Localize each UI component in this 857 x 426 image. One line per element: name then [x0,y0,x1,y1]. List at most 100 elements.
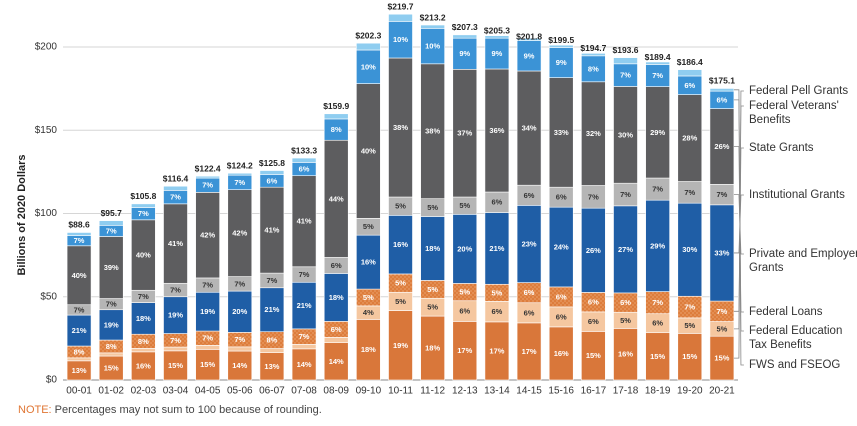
bar-segment [131,219,156,291]
share-label: 7% [138,209,149,218]
share-label: 7% [620,71,631,80]
share-label: 14% [232,361,247,370]
note-prefix: NOTE: [18,404,52,416]
bar-segment [195,175,220,179]
x-tick-label: 03-04 [163,386,189,397]
share-label: 15% [104,363,119,372]
share-label: 16% [393,240,408,249]
share-label: 27% [618,245,633,254]
bar-segment [452,214,478,284]
share-label: 6% [492,198,503,207]
bar-segment [645,332,670,381]
share-label: 40% [361,146,376,155]
legend-label: Federal Pell Grants [749,85,849,97]
share-label: 17% [522,347,537,356]
share-label: 6% [331,261,342,270]
bar-segment [323,113,349,120]
bar-segment [131,351,156,381]
share-label: 5% [363,293,374,302]
bar-segment [645,61,670,65]
bar-segment [227,172,253,176]
bar-segment [484,37,510,70]
share-label: 38% [393,123,408,132]
total-label: $205.3 [484,25,510,35]
bar-segment [388,310,413,381]
share-label: 5% [427,203,438,212]
share-label: 8% [138,337,149,346]
total-label: $201.8 [516,31,542,41]
share-label: 5% [717,324,728,333]
share-label: 6% [556,193,567,202]
share-label: 34% [522,124,537,133]
share-label: 7% [74,236,85,245]
total-label: $124.2 [227,160,253,170]
share-label: 5% [620,316,631,325]
legend-leader [733,89,744,366]
x-tick-label: 11-12 [420,386,445,397]
share-label: 23% [522,239,537,248]
bar-segment [677,69,703,77]
share-label: 7% [106,226,117,235]
share-label: 5% [492,288,503,297]
share-label: 5% [459,288,470,297]
bar-segment [548,326,574,381]
share-label: 14% [329,357,344,366]
share-label: 29% [650,128,665,137]
share-label: 21% [72,326,87,335]
share-label: 6% [299,165,310,174]
total-label: $189.4 [645,52,671,62]
share-label: 16% [136,361,151,370]
share-label: 24% [554,243,569,252]
bar-segment [581,53,606,57]
share-label: 5% [459,201,470,210]
share-label: 18% [361,345,376,354]
bar-segment [548,44,574,48]
share-label: 7% [652,298,663,307]
share-label: 15% [714,354,729,363]
bar-segment [709,88,735,92]
y-axis-label: Billions of 2020 Dollars [16,154,28,275]
bar-segment [516,322,542,381]
share-label: 5% [395,279,406,288]
share-label: 8% [106,342,117,351]
share-label: 6% [556,292,567,301]
bar-segment [356,234,381,290]
x-tick-label: 00-01 [66,386,92,397]
share-label: 7% [170,285,181,294]
share-label: 7% [234,178,245,187]
share-label: 41% [264,226,279,235]
x-tick-label: 18-19 [645,386,671,397]
legend-label: Federal Veterans' Benefits [749,100,839,126]
share-label: 7% [138,292,149,301]
bar-segment [259,287,285,333]
share-label: 10% [425,42,440,51]
share-label: 5% [395,202,406,211]
share-label: 6% [652,319,663,328]
share-label: 7% [684,188,695,197]
share-label: 5% [427,303,438,312]
share-label: 7% [170,336,181,345]
bar-segment [98,220,124,226]
bar-segment [613,57,638,65]
x-tick-label: 17-18 [613,386,639,397]
x-tick-label: 15-16 [548,386,574,397]
share-label: 7% [652,71,663,80]
share-label: 7% [202,334,213,343]
share-label: 18% [136,314,151,323]
total-label: $213.2 [420,12,446,22]
share-label: 6% [524,191,535,200]
bar-segment [677,202,703,297]
bar-segment [259,170,285,176]
share-label: 19% [200,307,215,316]
share-label: 8% [331,125,342,134]
share-label: 33% [714,248,729,257]
bar-segment [548,206,574,288]
bar-segment [131,302,156,335]
bar-segment [356,42,381,51]
share-label: 6% [267,176,278,185]
share-label: 14% [297,360,312,369]
share-label: 9% [556,58,567,67]
share-label: 6% [620,298,631,307]
